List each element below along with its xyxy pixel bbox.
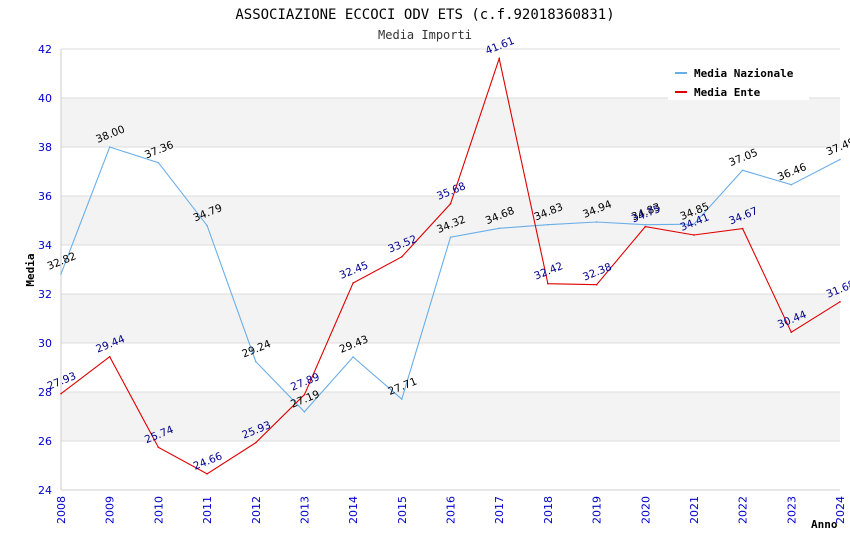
data-point: [449, 203, 452, 205]
x-tick-label: 2022: [737, 496, 750, 524]
data-point: [693, 234, 695, 236]
x-tick-label: 2023: [785, 496, 798, 524]
data-point: [449, 236, 452, 238]
chart-title: ASSOCIAZIONE ECCOCI ODV ETS (c.f.9201836…: [235, 7, 614, 23]
x-tick-label: 2017: [493, 496, 506, 524]
x-tick-label: 2024: [834, 496, 847, 524]
data-point: [644, 223, 647, 226]
data-point: [303, 393, 306, 396]
data-point: [303, 411, 306, 413]
data-point: [498, 227, 500, 230]
data-point: [254, 441, 257, 444]
data-point: [839, 301, 841, 303]
x-tick-label: 2011: [201, 496, 214, 524]
data-label: 37.05: [727, 147, 759, 169]
data-label: 36.46: [776, 161, 809, 184]
x-tick-label: 2021: [688, 496, 701, 524]
x-tick-label: 2009: [104, 496, 117, 524]
data-point: [352, 356, 354, 358]
y-tick-label: 36: [38, 190, 52, 203]
data-point: [108, 355, 111, 358]
x-axis-label: Anno: [811, 518, 838, 531]
data-point: [254, 360, 257, 363]
x-tick-label: 2019: [591, 496, 604, 524]
data-label: 41.61: [484, 35, 516, 57]
data-point: [693, 223, 695, 225]
data-label: 31.68: [825, 278, 850, 300]
data-point: [547, 223, 549, 226]
data-point: [790, 183, 793, 186]
grid-bands: [61, 48, 840, 491]
data-point: [206, 473, 208, 475]
x-tick-label: 2015: [396, 496, 409, 524]
legend: Media Nazionale Media Ente: [668, 58, 809, 100]
x-tick-label: 2018: [542, 496, 555, 524]
data-point: [595, 221, 598, 223]
data-label: 27.93: [46, 370, 78, 392]
y-tick-label: 26: [38, 435, 52, 448]
data-point: [206, 224, 208, 227]
x-tick-label: 2014: [347, 496, 360, 524]
data-point: [157, 161, 160, 164]
axes: [60, 49, 840, 491]
y-tick-label: 32: [38, 288, 52, 301]
data-point: [839, 158, 841, 161]
data-point: [108, 146, 111, 148]
y-tick-label: 38: [38, 141, 52, 154]
data-point: [352, 282, 354, 284]
data-label: 24.66: [192, 450, 225, 473]
data-point: [595, 283, 598, 286]
x-tick-label: 2016: [445, 496, 458, 524]
data-label: 32.38: [581, 261, 613, 283]
data-point: [401, 255, 403, 258]
grid-band: [61, 392, 840, 441]
data-point: [60, 392, 62, 395]
y-axis-ticks: 24 26 28 30 32 34 36 38 40 42: [38, 43, 52, 497]
grid-band: [61, 294, 840, 343]
legend-box: [668, 58, 809, 100]
data-point: [60, 273, 62, 275]
y-tick-label: 24: [38, 484, 52, 497]
data-point: [547, 282, 549, 285]
chart-subtitle: Media Importi: [378, 28, 472, 42]
y-axis-label: Media: [24, 253, 37, 286]
x-tick-label: 2013: [298, 496, 311, 524]
x-axis-ticks: 2008 2009 2010 2011 2012 2013 2014 2015 2016 2017…: [55, 496, 847, 524]
data-point: [644, 225, 647, 228]
data-point: [741, 227, 744, 230]
x-tick-label: 2008: [55, 496, 68, 524]
grid-band: [61, 98, 840, 147]
x-tick-label: 2012: [250, 496, 263, 524]
x-tick-label: 2020: [639, 496, 652, 524]
y-tick-label: 30: [38, 337, 52, 350]
y-tick-label: 40: [38, 92, 52, 105]
data-point: [790, 331, 793, 334]
data-point: [401, 398, 403, 400]
legend-label: Media Nazionale: [694, 67, 794, 80]
data-label: 32.42: [533, 260, 565, 282]
series-lines: [60, 56, 841, 475]
y-tick-label: 28: [38, 386, 52, 399]
y-tick-label: 42: [38, 43, 52, 56]
data-label: 32.45: [338, 259, 370, 281]
legend-label: Media Ente: [694, 86, 761, 99]
y-tick-label: 34: [38, 239, 52, 252]
x-tick-label: 2010: [152, 496, 165, 524]
data-label: 32.82: [46, 250, 78, 272]
data-point: [498, 57, 500, 60]
data-point: [157, 446, 160, 449]
data-point: [741, 169, 744, 172]
